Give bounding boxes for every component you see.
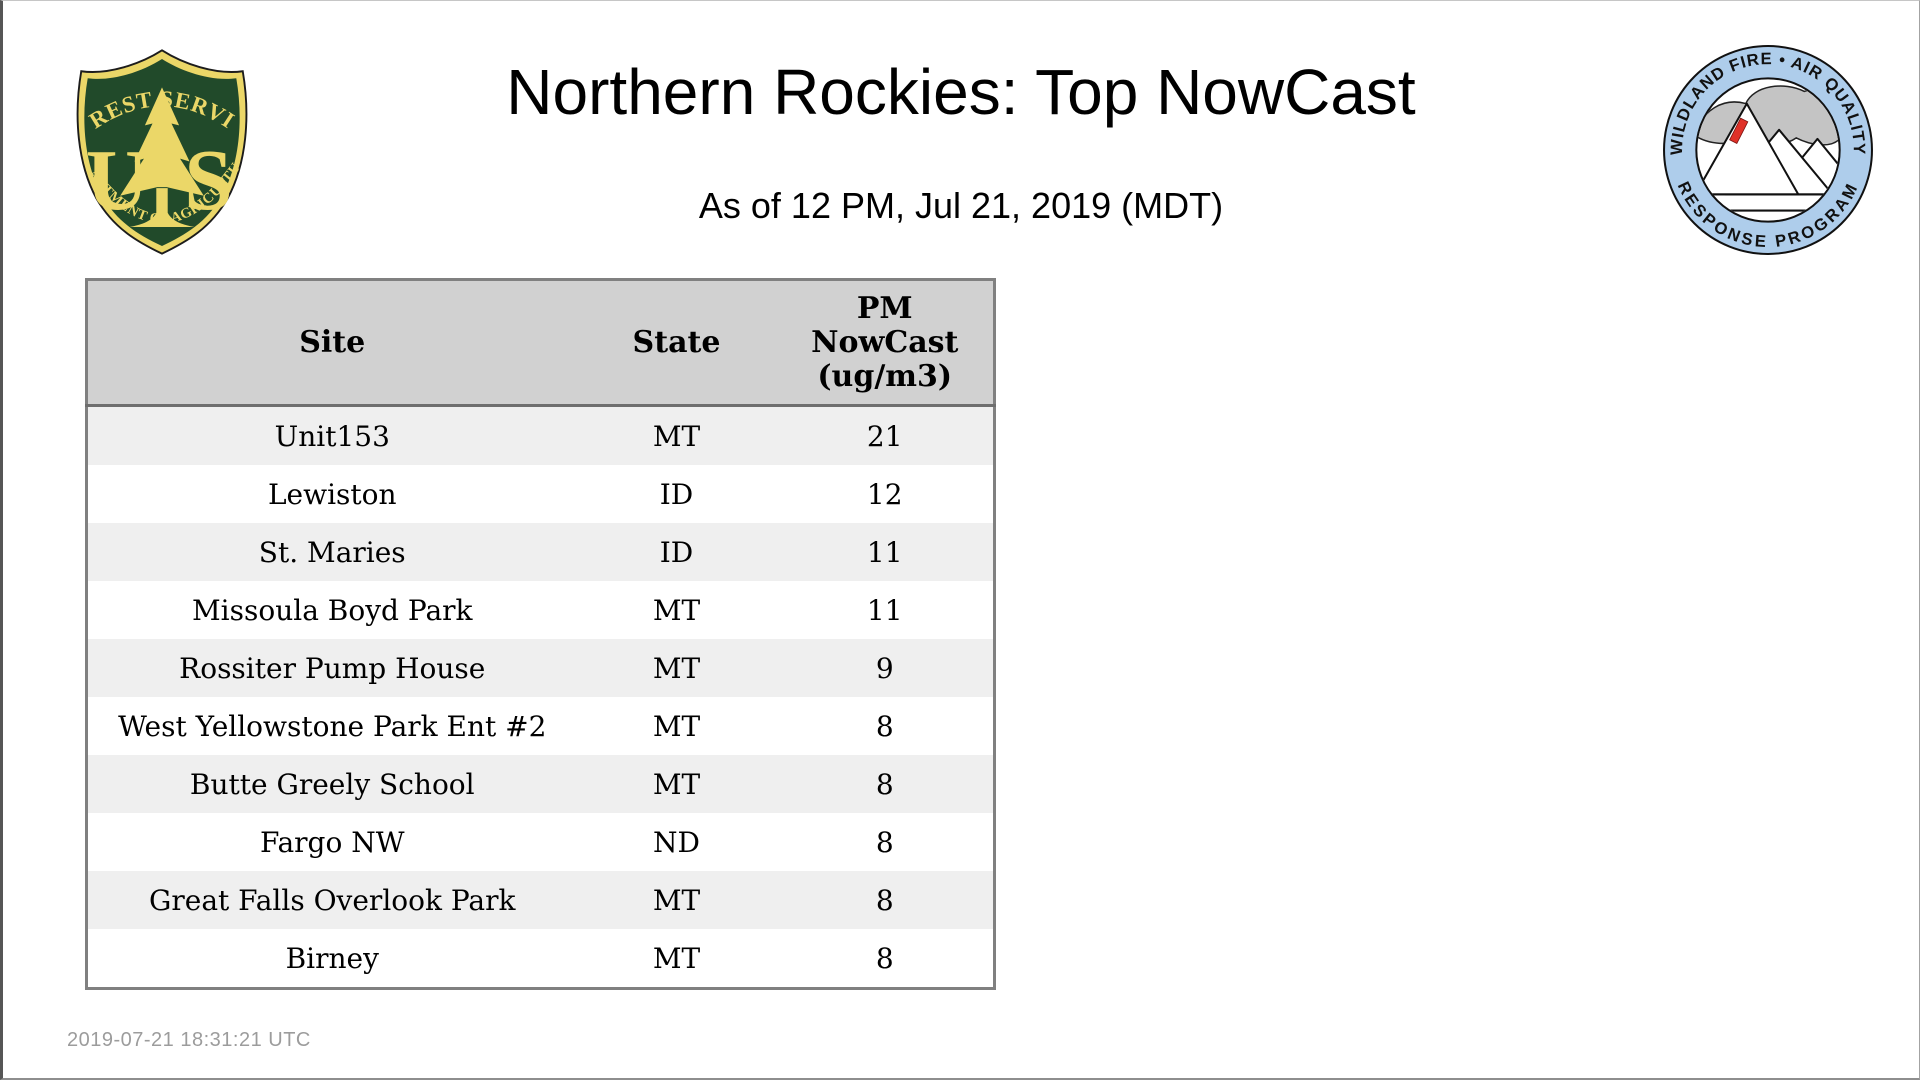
nowcast-cell: 8	[875, 941, 894, 975]
nowcast-table: Site State PM NowCast (ug/m3) Unit153 MT…	[85, 278, 996, 990]
state-cell: MT	[652, 593, 701, 627]
nowcast-cell: 8	[875, 709, 894, 743]
state-cell: ND	[653, 825, 700, 859]
state-cell: MT	[652, 709, 701, 743]
site-cell: St. Maries	[258, 535, 406, 569]
forest-service-logo-icon: FOREST SERVICE U S DEPARTMENT OF AGRICUL…	[67, 45, 248, 255]
pine-tree-icon	[120, 87, 204, 228]
nowcast-table-container: Site State PM NowCast (ug/m3) Unit153 MT…	[85, 278, 996, 990]
state-cell: MT	[652, 767, 701, 801]
table-row: Fargo NW ND 8	[86, 813, 995, 871]
table-row: St. Maries ID 11	[86, 523, 995, 581]
table-row: Rossiter Pump House MT 9	[86, 639, 995, 697]
table-row: Butte Greely School MT 8	[86, 755, 995, 813]
state-cell: MT	[652, 883, 701, 917]
site-cell: Lewiston	[267, 477, 397, 511]
table-header-row: Site State PM NowCast (ug/m3)	[86, 279, 995, 407]
nowcast-cell: 8	[875, 883, 894, 917]
page-subtitle: As of 12 PM, Jul 21, 2019 (MDT)	[698, 185, 1224, 226]
nowcast-cell: 11	[866, 535, 903, 569]
nowcast-cell: 12	[866, 477, 903, 511]
nowcast-cell: 9	[875, 651, 894, 685]
nowcast-cell: 11	[866, 593, 903, 627]
table-row: Lewiston ID 12	[86, 465, 995, 523]
state-cell: ID	[659, 535, 694, 569]
airquality-program-logo-icon: WILDLAND FIRE • AIR QUALITY RESPONSE PRO…	[1663, 45, 1873, 255]
table-row: West Yellowstone Park Ent #2 MT 8	[86, 697, 995, 755]
column-header-nowcast: PM NowCast (ug/m3)	[776, 279, 995, 407]
state-cell: MT	[652, 651, 701, 685]
state-cell: ID	[659, 477, 694, 511]
nowcast-cell: 8	[875, 825, 894, 859]
site-cell: Missoula Boyd Park	[191, 593, 473, 627]
site-cell: Butte Greely School	[189, 767, 475, 801]
state-cell: MT	[652, 941, 701, 975]
site-cell: Unit153	[274, 419, 390, 453]
table-row: Birney MT 8	[86, 929, 995, 989]
nowcast-cell: 21	[866, 419, 903, 453]
page-title: Northern Rockies: Top NowCast	[506, 56, 1416, 128]
nowcast-cell: 8	[875, 767, 894, 801]
column-header-site: Site	[86, 279, 577, 407]
site-cell: Fargo NW	[259, 825, 405, 859]
site-cell: Birney	[285, 941, 379, 975]
column-header-state: State	[576, 279, 777, 407]
table-row: Missoula Boyd Park MT 11	[86, 581, 995, 639]
site-cell: Great Falls Overlook Park	[149, 883, 516, 917]
column-header-nowcast-line1: PM	[856, 290, 913, 326]
table-row: Unit153 MT 21	[86, 405, 995, 465]
column-header-nowcast-line3: (ug/m3)	[817, 358, 953, 394]
column-header-nowcast-line2: NowCast	[811, 324, 959, 360]
site-cell: Rossiter Pump House	[179, 651, 486, 685]
generated-timestamp: 2019-07-21 18:31:21 UTC	[67, 1029, 311, 1051]
site-cell: West Yellowstone Park Ent #2	[118, 709, 547, 743]
state-cell: MT	[652, 419, 701, 453]
table-row: Great Falls Overlook Park MT 8	[86, 871, 995, 929]
flame-marker-icon	[1729, 117, 1749, 144]
